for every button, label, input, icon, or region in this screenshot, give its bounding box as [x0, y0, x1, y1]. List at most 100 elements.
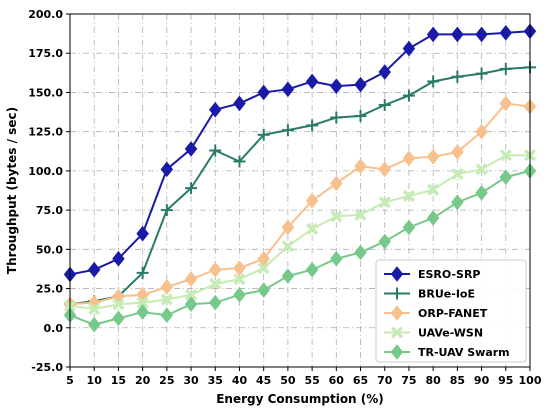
- data-point: [354, 109, 367, 122]
- series-layer: [63, 23, 537, 333]
- x-tick-label: 95: [498, 374, 513, 387]
- legend-marker: [391, 287, 403, 300]
- data-point: [354, 76, 367, 93]
- data-point: [426, 148, 440, 165]
- series-orp-fanet: [63, 95, 537, 313]
- data-point: [233, 287, 246, 303]
- plot-frame: [69, 13, 531, 368]
- legend-marker: [390, 344, 404, 360]
- y-tick-label: -25.0: [31, 361, 63, 374]
- x-tick-label: 5: [66, 374, 74, 387]
- y-tick-label: 125.0: [28, 126, 63, 139]
- data-point: [281, 240, 294, 253]
- data-point: [475, 26, 488, 43]
- data-point: [136, 296, 149, 309]
- data-point: [402, 219, 416, 236]
- data-point: [306, 119, 319, 132]
- data-point: [257, 262, 270, 275]
- y-tick-label: 100.0: [28, 165, 63, 178]
- data-point: [209, 261, 222, 278]
- x-tick-label: 70: [377, 374, 393, 387]
- data-point: [233, 273, 246, 286]
- x-tick-label: 35: [208, 374, 223, 387]
- data-point: [257, 128, 270, 141]
- x-tick-label: 65: [353, 374, 368, 387]
- data-point: [451, 167, 464, 181]
- legend-item: ESRO-SRP: [384, 266, 480, 282]
- data-point: [330, 250, 343, 267]
- data-point: [233, 155, 246, 168]
- data-point: [88, 302, 101, 315]
- y-axis-title: Throughput (bytes / sec): [5, 107, 19, 274]
- data-point: [306, 222, 319, 235]
- legend-box: [375, 259, 527, 363]
- legend-item: UAVe-WSN: [384, 326, 483, 340]
- legend-label: UAVe-WSN: [418, 327, 483, 340]
- data-point: [160, 161, 174, 178]
- x-tick-label: 20: [135, 374, 151, 387]
- data-point: [87, 316, 101, 333]
- data-point: [499, 62, 512, 75]
- y-tick-label: 25.0: [36, 283, 63, 296]
- data-point: [354, 208, 367, 221]
- x-axis-title: Energy Consumption (%): [216, 392, 384, 406]
- y-tick-label: 200.0: [28, 8, 63, 21]
- data-point: [160, 279, 174, 295]
- series-tr-uav-swarm: [63, 163, 537, 333]
- data-point: [136, 304, 149, 320]
- data-point: [209, 101, 222, 118]
- data-point: [112, 310, 125, 327]
- x-tick-label: 90: [474, 374, 490, 387]
- data-point: [136, 266, 149, 279]
- data-point: [233, 260, 246, 276]
- legend-item: TR-UAV Swarm: [384, 344, 510, 360]
- series-uave-wsn: [63, 149, 537, 315]
- data-point: [402, 189, 415, 203]
- data-point: [184, 271, 198, 287]
- data-point: [160, 307, 174, 324]
- x-tick-label: 80: [426, 374, 442, 387]
- x-tick-label: 10: [87, 374, 103, 387]
- legend: ESRO-SRP BRUe-IoE ORP-FANET UAVe-WSN TR-UAV …: [375, 259, 527, 363]
- data-point: [378, 64, 391, 80]
- data-point: [475, 67, 488, 80]
- legend-label: ESRO-SRP: [418, 268, 480, 281]
- data-point: [378, 196, 391, 209]
- y-tick-label: 75.0: [36, 204, 63, 217]
- y-tick-label: 50.0: [36, 243, 63, 256]
- data-point: [330, 78, 343, 94]
- legend-marker: [390, 305, 404, 321]
- series-esro-srp: [63, 23, 537, 283]
- legend-label: TR-UAV Swarm: [418, 346, 510, 359]
- legend-marker: [390, 266, 404, 282]
- data-point: [330, 175, 343, 192]
- data-point: [451, 70, 464, 83]
- data-point: [112, 298, 125, 311]
- data-point: [305, 192, 319, 209]
- x-tick-label: 40: [232, 374, 248, 387]
- data-point: [451, 144, 464, 160]
- data-point: [209, 277, 222, 290]
- data-point: [499, 149, 512, 162]
- data-point: [451, 26, 464, 43]
- data-point: [233, 95, 246, 112]
- x-tick-label: 50: [280, 374, 296, 387]
- data-point: [160, 204, 173, 217]
- data-point: [499, 169, 513, 185]
- data-point: [184, 141, 198, 157]
- data-point: [354, 158, 367, 174]
- data-point: [378, 233, 391, 250]
- data-point: [281, 219, 295, 236]
- legend-item: BRUe-IoE: [384, 287, 475, 301]
- x-tick-label: 100: [519, 374, 542, 387]
- x-tick-label: 75: [401, 374, 416, 387]
- data-point: [305, 73, 319, 90]
- data-point: [112, 250, 125, 267]
- y-tick-label: 0.0: [44, 322, 64, 335]
- data-point: [378, 161, 391, 178]
- data-point: [499, 95, 513, 112]
- data-point: [281, 81, 295, 98]
- data-point: [427, 183, 440, 196]
- data-point: [330, 111, 343, 124]
